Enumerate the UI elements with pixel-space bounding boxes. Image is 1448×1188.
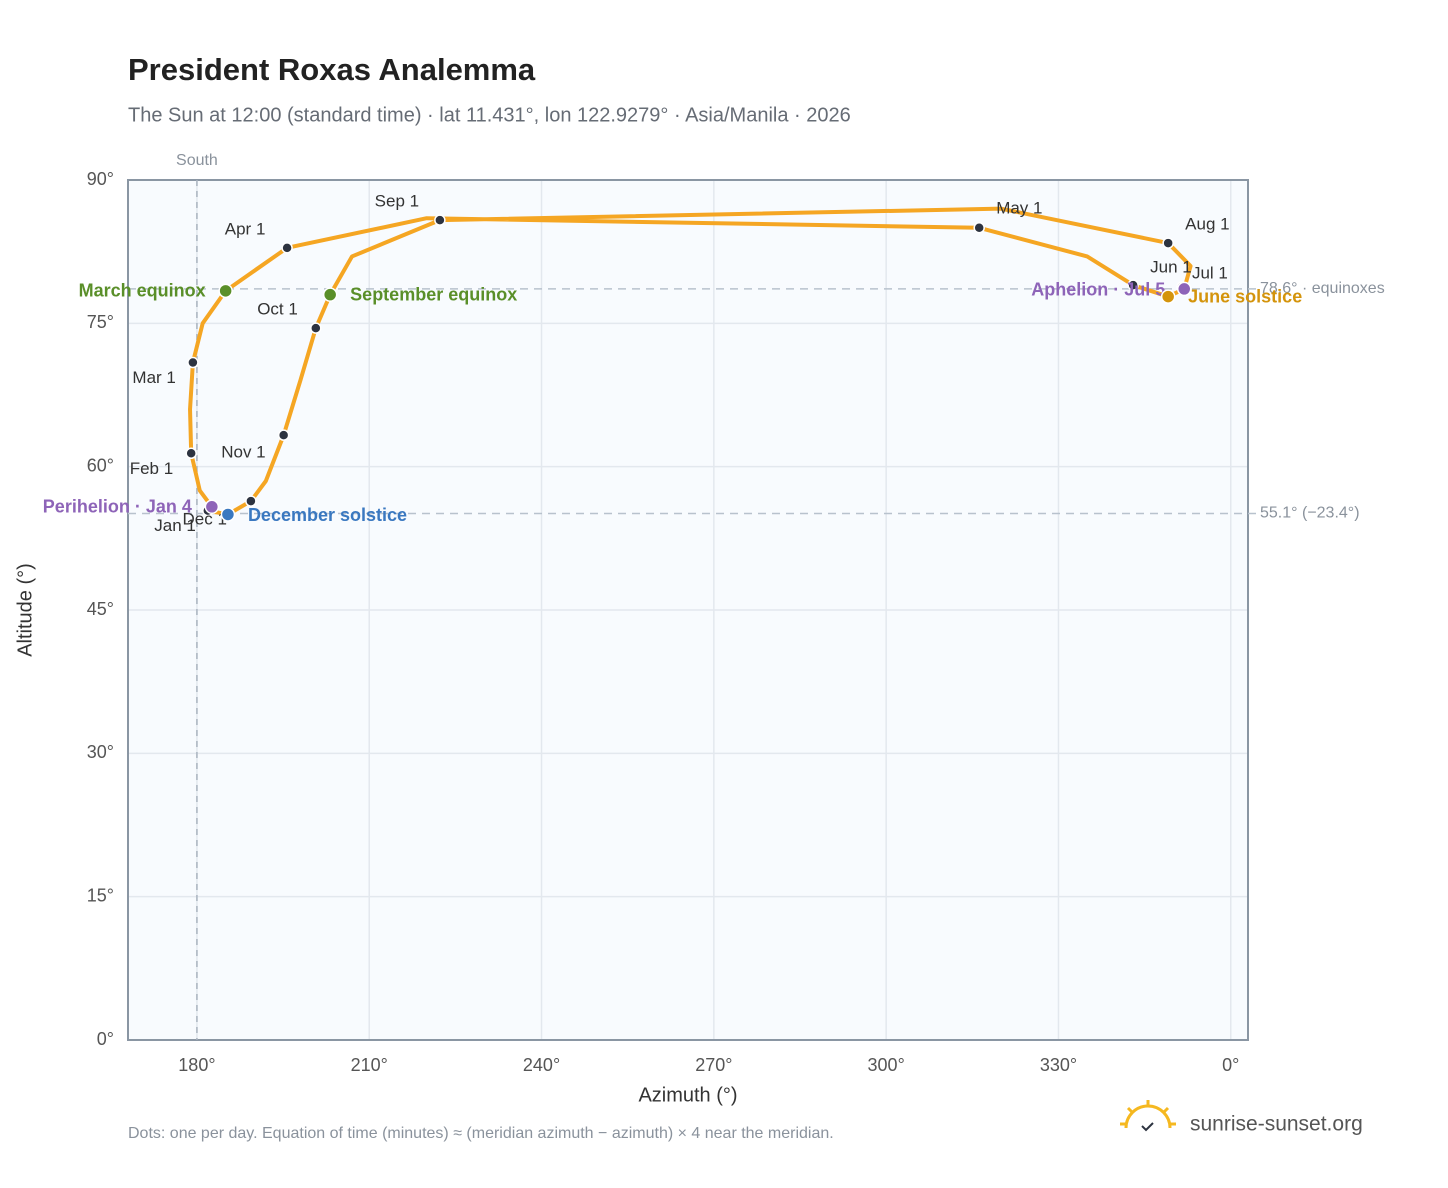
y-tick-label: 75°: [87, 312, 114, 332]
event-label: June solstice: [1188, 286, 1302, 306]
x-tick-label: 210°: [351, 1055, 388, 1075]
event-label: March equinox: [79, 281, 206, 301]
month-point: [310, 322, 322, 334]
month-label: Nov 1: [221, 443, 265, 462]
month-point: [973, 222, 985, 234]
event-point: [204, 499, 220, 515]
x-tick-label: 180°: [178, 1055, 215, 1075]
month-label: Oct 1: [257, 300, 298, 319]
x-tick-label: 330°: [1040, 1055, 1077, 1075]
y-tick-label: 60°: [87, 455, 114, 475]
analemma-path: [188, 206, 1193, 517]
x-tick-label: 270°: [695, 1055, 732, 1075]
reference-label: 55.1° (−23.4°): [1260, 505, 1360, 522]
y-tick-label: 45°: [87, 599, 114, 619]
month-point: [434, 214, 446, 226]
y-axis-label: Altitude (°): [14, 563, 36, 657]
month-point: [1127, 279, 1139, 291]
month-point: [245, 495, 257, 507]
month-label: Feb 1: [130, 459, 173, 478]
month-point: [277, 429, 290, 441]
meridian-label: South: [176, 152, 218, 169]
month-label: Jun 1: [1150, 258, 1192, 277]
event-label: September equinox: [350, 284, 517, 304]
month-label: Dec 1: [182, 510, 226, 529]
brand-name: sunrise-sunset.org: [1190, 1113, 1363, 1136]
event-label: Aphelion · Jul 5: [1031, 280, 1165, 300]
chart-subtitle: The Sun at 12:00 (standard time) · lat 1…: [128, 104, 851, 126]
month-label: Sep 1: [375, 192, 419, 211]
month-label: Jan 1: [154, 516, 196, 535]
x-axis-label: Azimuth (°): [638, 1084, 737, 1106]
x-tick-label: 300°: [868, 1055, 905, 1075]
month-label: Jul 1: [1192, 264, 1228, 283]
month-label: Aug 1: [1185, 215, 1229, 234]
month-point: [281, 242, 293, 254]
x-tick-label: 240°: [523, 1055, 560, 1075]
event-point: [1176, 281, 1192, 297]
event-point: [220, 507, 236, 522]
event-label: Perihelion · Jan 4: [43, 497, 192, 517]
x-tick-label: 0°: [1222, 1055, 1239, 1075]
month-point: [187, 356, 199, 369]
month-point: [1162, 237, 1174, 249]
footnote: Dots: one per day. Equation of time (min…: [128, 1125, 834, 1142]
month-label: Apr 1: [225, 219, 266, 238]
chart-title: President Roxas Analemma: [128, 52, 536, 87]
month-point: [185, 447, 197, 460]
event-label: December solstice: [248, 505, 407, 525]
event-point: [322, 287, 338, 302]
event-point: [218, 283, 233, 299]
y-tick-label: 0°: [97, 1029, 114, 1049]
event-point: [1160, 289, 1176, 304]
reference-label: 78.6° · equinoxes: [1260, 280, 1385, 297]
y-tick-label: 30°: [87, 742, 114, 762]
y-tick-label: 15°: [87, 885, 114, 905]
y-tick-label: 90°: [87, 169, 114, 189]
month-label: Mar 1: [132, 368, 175, 387]
month-label: May 1: [996, 198, 1042, 217]
brand-logo: [1120, 1100, 1176, 1132]
plot-frame: [127, 179, 1249, 1041]
